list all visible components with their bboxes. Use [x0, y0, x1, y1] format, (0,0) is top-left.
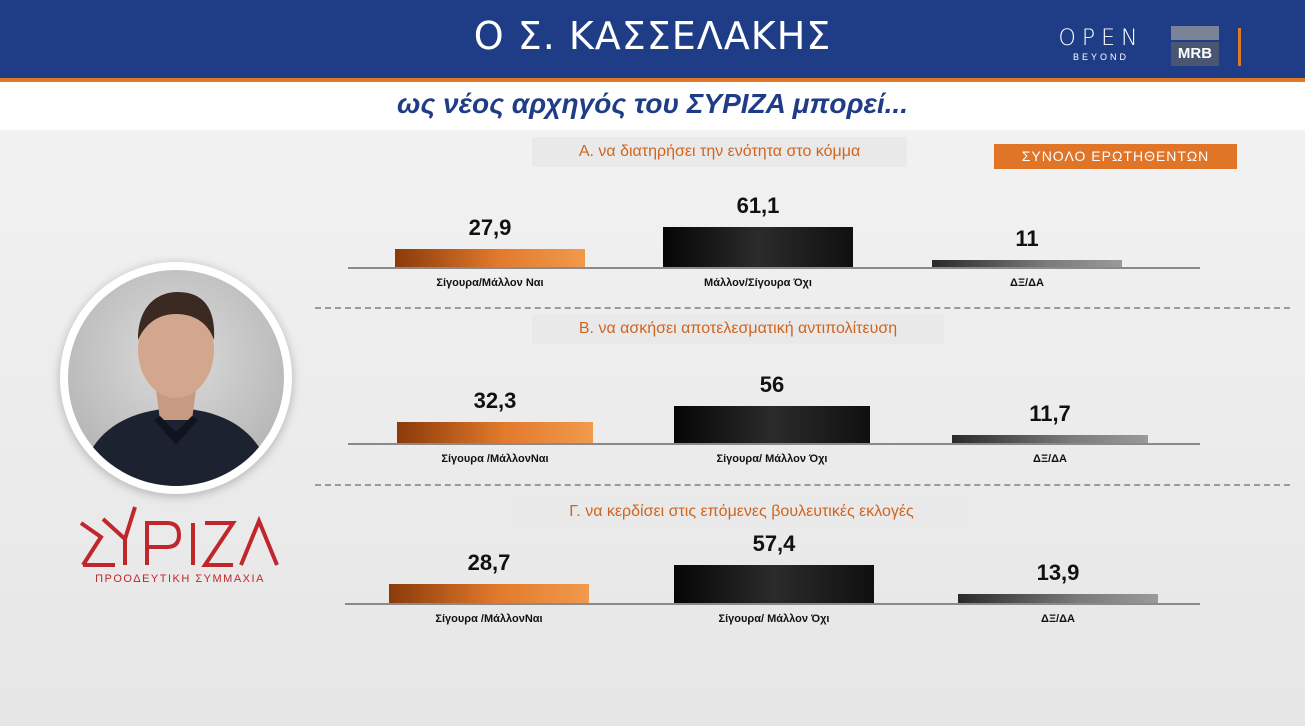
category-label: Σίγουρα/Μάλλον Ναι — [436, 277, 544, 289]
mrb-logo: MRB — [1171, 26, 1219, 66]
category-label: ΔΞ/ΔΑ — [1041, 613, 1075, 625]
bar-no — [674, 565, 874, 603]
page-subtitle: ως νέος αρχηγός του ΣΥΡΙΖΑ μπορεί... — [397, 88, 908, 119]
syriza-tagline: ΠΡΟΟΔΕΥΤΙΚΗ ΣΥΜΜΑΧΙΑ — [95, 573, 265, 585]
bar-dk — [958, 593, 1158, 603]
question-title: Α. να διατηρήσει την ενότητα στο κόμμα — [532, 137, 907, 167]
data-label: 28,7 — [467, 550, 511, 576]
section-divider — [315, 484, 1290, 486]
category-label: Σίγουρα/ Μάλλον Όχι — [718, 613, 830, 625]
category-label: Σίγουρα /ΜάλλονΝαι — [441, 453, 549, 465]
orange-divider — [1238, 28, 1241, 66]
chart-baseline — [348, 443, 1200, 445]
category-label: Σίγουρα/ Μάλλον Όχι — [716, 453, 828, 465]
header-bar — [0, 0, 1305, 78]
data-label: 27,9 — [468, 214, 512, 240]
chart-baseline — [348, 267, 1200, 269]
subtitle-bar — [0, 82, 1305, 130]
mrb-logo-text: MRB — [1171, 42, 1219, 66]
header-accent-stripe — [0, 78, 1305, 82]
data-label: 11 — [1015, 225, 1039, 251]
portrait-photo — [68, 270, 284, 486]
bar-no — [674, 406, 870, 443]
section-divider — [315, 307, 1290, 309]
data-label: 61,1 — [736, 193, 780, 218]
mrb-logo-top-block — [1171, 26, 1219, 40]
category-label: Σίγουρα /ΜάλλονΝαι — [435, 613, 543, 625]
question-title: Γ. να κερδίσει στις επόμενες βουλευτικές… — [518, 497, 965, 527]
bar-dk — [932, 259, 1122, 267]
chart-baseline — [345, 603, 1200, 605]
bar-no — [663, 227, 853, 267]
category-label: Μάλλον/Σίγουρα Όχι — [704, 277, 812, 289]
open-logo-word: OPEN — [1058, 26, 1144, 51]
data-label: 57,4 — [752, 531, 796, 557]
bar-dk — [952, 435, 1148, 443]
data-label: 11,7 — [1029, 401, 1071, 427]
open-logo-subword: BEYOND — [1072, 52, 1129, 62]
category-label: ΔΞ/ΔΑ — [1033, 453, 1067, 465]
question-title: Β. να ασκήσει αποτελεσματική αντιπολίτευ… — [532, 314, 944, 344]
total-respondents-badge: ΣΥΝΟΛΟ ΕΡΩΤΗΘΕΝΤΩΝ — [994, 144, 1237, 169]
bar-yes — [395, 248, 585, 267]
bar-yes — [389, 584, 589, 603]
person-silhouette-icon — [78, 292, 274, 486]
category-label: ΔΞ/ΔΑ — [1010, 277, 1044, 289]
bar-yes — [397, 421, 593, 443]
data-label: 13,9 — [1036, 559, 1080, 585]
page-title: Ο Σ. ΚΑΣΣΕΛΑΚΗΣ — [473, 14, 832, 58]
data-label: 56 — [759, 372, 785, 398]
open-channel-logo: OPEN BEYOND — [1055, 28, 1147, 64]
syriza-logo — [79, 506, 279, 567]
data-label: 32,3 — [473, 387, 517, 413]
